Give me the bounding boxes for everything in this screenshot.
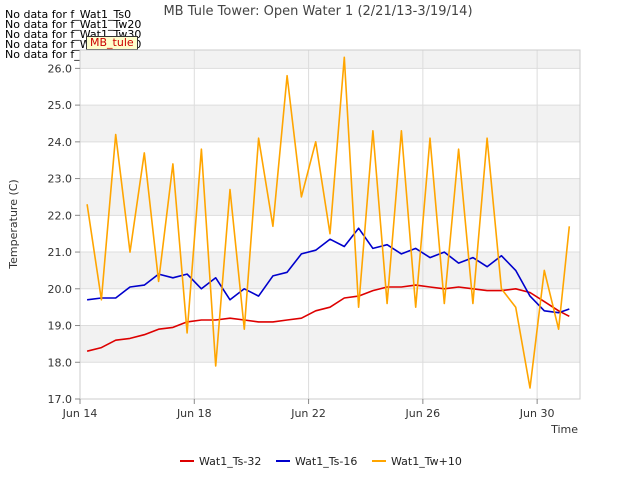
no-data-message: No data for f_Wat1_Tw40 [5, 38, 142, 51]
y-tick-label: 24.0 [48, 136, 73, 149]
x-tick-label: Jun 14 [62, 407, 98, 420]
y-axis-label: Temperature (C) [7, 179, 20, 269]
y-tick-label: 25.0 [48, 99, 73, 112]
grid-band [80, 105, 580, 142]
x-tick-label: Jun 22 [290, 407, 326, 420]
series-line-2 [87, 227, 570, 314]
y-tick-label: 23.0 [48, 173, 73, 186]
no-data-message: No data for f_Wat1_Tw50 [5, 48, 142, 61]
grid-band [80, 50, 580, 69]
x-tick-label: Jun 26 [405, 407, 441, 420]
grid-band [80, 325, 580, 363]
y-tick-label: 18.0 [48, 356, 73, 369]
x-tick-label: Jun 18 [176, 407, 212, 420]
no-data-message: No data for f_Wat1_Tw30 [5, 28, 142, 41]
legend-label: Wat1_Ts-16 [295, 455, 357, 468]
legend: Wat1_Ts-32 Wat1_Ts-16 Wat1_Tw+10 [180, 455, 462, 468]
x-axis-label: Time [550, 423, 578, 436]
chart-title: MB Tule Tower: Open Water 1 (2/21/13-3/1… [163, 4, 472, 19]
legend-label: Wat1_Tw+10 [391, 455, 462, 468]
y-tick-label: 21.0 [48, 246, 73, 259]
series-line-1 [86, 284, 570, 352]
y-tick-label: 22.0 [48, 209, 73, 222]
x-tick-label: Jun 30 [519, 407, 555, 420]
y-tick-label: 20.0 [48, 283, 73, 296]
series-line-3 [86, 56, 571, 389]
plot-frame [79, 49, 581, 400]
grid-band [80, 178, 580, 216]
no-data-message: No data for f_Wat1_Tw20 [5, 18, 142, 31]
no-data-message: No data for f_Wat1_Ts0 [5, 8, 132, 21]
y-tick-label: 17.0 [48, 393, 73, 406]
grid-band [80, 252, 580, 289]
y-tick-label: 19.0 [48, 320, 73, 333]
legend-label: Wat1_Ts-32 [199, 455, 261, 468]
y-tick-label: 26.0 [48, 62, 73, 75]
